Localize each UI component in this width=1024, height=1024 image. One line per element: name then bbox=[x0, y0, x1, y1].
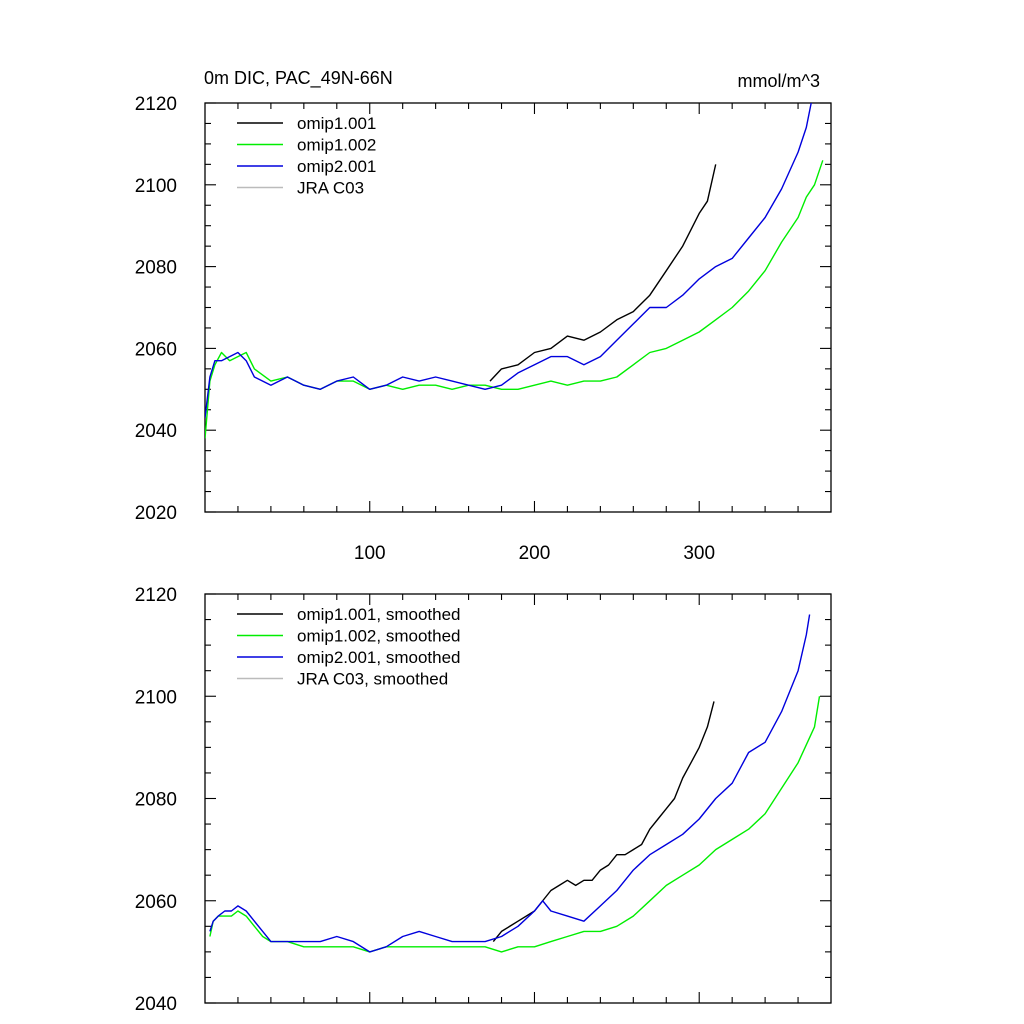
legend-label: omip1.001 bbox=[297, 114, 376, 133]
series-line-omip1-002-smoothed bbox=[209, 696, 821, 953]
legend-label: omip1.002, smoothed bbox=[297, 627, 461, 646]
legend-label: omip2.001, smoothed bbox=[297, 648, 461, 667]
legend-label: JRA C03, smoothed bbox=[297, 670, 448, 689]
series-line-omip1-001 bbox=[489, 164, 717, 382]
x-tick-label: 100 bbox=[354, 543, 386, 564]
x-tick-label: 200 bbox=[519, 543, 551, 564]
y-tick-label: 2040 bbox=[135, 994, 177, 1015]
y-tick-label: 2120 bbox=[135, 585, 177, 606]
top-chart-units: mmol/m^3 bbox=[738, 71, 820, 91]
chart-legend: omip1.001 omip1.002 omip2.001 JRA C03 bbox=[237, 114, 376, 198]
y-tick-label: 2080 bbox=[135, 790, 177, 811]
y-tick-label: 2100 bbox=[135, 687, 177, 708]
series-lines bbox=[205, 103, 824, 439]
legend-label: JRA C03 bbox=[297, 179, 364, 198]
y-tick-label: 2080 bbox=[135, 258, 177, 279]
legend-label: omip1.002 bbox=[297, 136, 376, 155]
y-tick-label: 2060 bbox=[135, 892, 177, 913]
series-line-omip2-001 bbox=[205, 103, 812, 418]
legend-label: omip2.001 bbox=[297, 157, 376, 176]
y-tick-label: 2120 bbox=[135, 94, 177, 115]
series-line-omip1-002 bbox=[205, 160, 824, 439]
y-tick-label: 2040 bbox=[135, 421, 177, 442]
series-line-omip1-001-smoothed bbox=[492, 701, 715, 943]
series-line-omip2-001-smoothed bbox=[209, 614, 811, 953]
y-tick-label: 2020 bbox=[135, 503, 177, 524]
y-tick-label: 2060 bbox=[135, 339, 177, 360]
x-tick-label: 300 bbox=[683, 543, 715, 564]
top-chart-title: 0m DIC, PAC_49N-66N bbox=[204, 68, 393, 89]
top-chart-panel: 0m DIC, PAC_49N-66N mmol/m^3 2020 2040 206… bbox=[135, 68, 832, 564]
series-lines bbox=[209, 614, 821, 953]
legend-label: omip1.001, smoothed bbox=[297, 605, 461, 624]
chart-legend: omip1.001, smoothed omip1.002, smoothed om… bbox=[237, 605, 461, 689]
y-tick-label: 2100 bbox=[135, 176, 177, 197]
